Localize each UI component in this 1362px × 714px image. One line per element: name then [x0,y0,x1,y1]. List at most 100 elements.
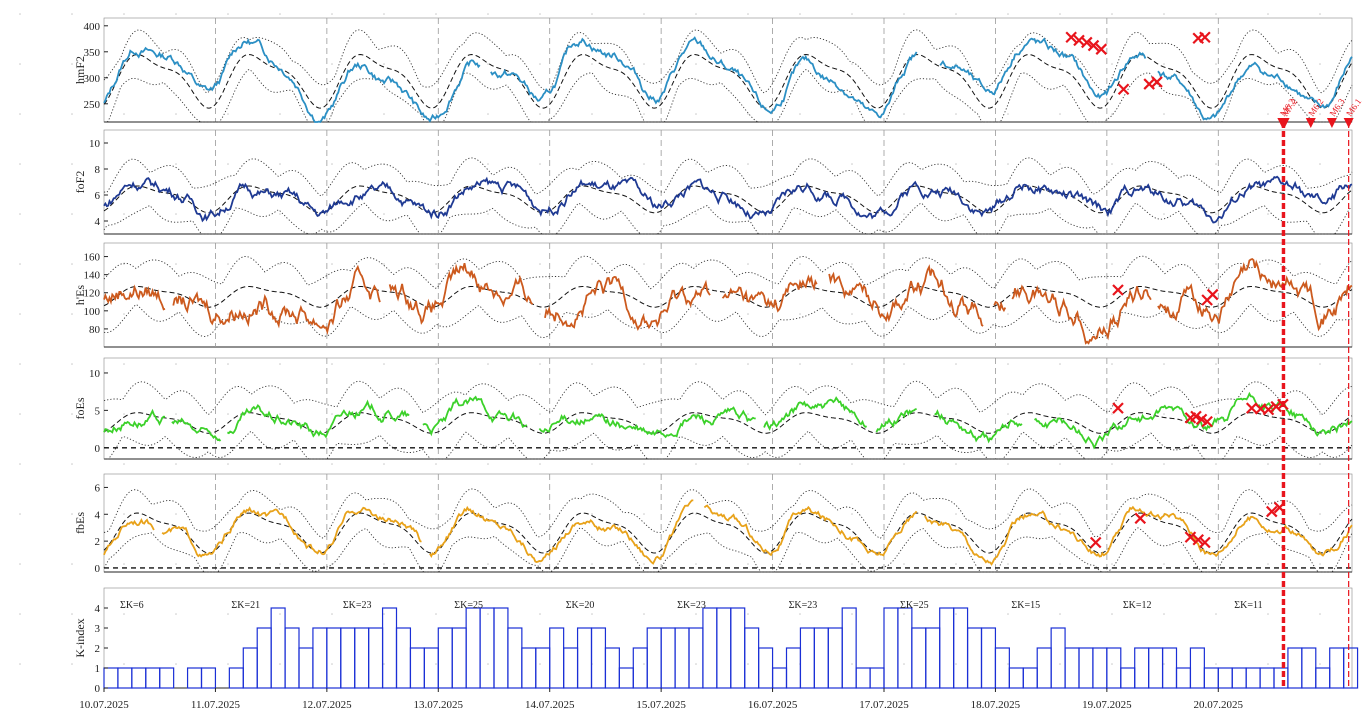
kindex-bar [1301,647,1317,689]
bg-dot [175,13,177,15]
kindex-bar [507,627,523,689]
y-axis-label: hmF2 [73,56,87,84]
kindex-bar [298,647,314,689]
bg-dot [1111,613,1113,615]
bg-dot [851,263,853,265]
bg-dot [331,413,333,415]
y-tick-label: 2 [95,536,101,548]
anomaly-marker-stroke [1184,531,1197,543]
bg-dot [175,613,177,615]
bg-dot [1267,313,1269,315]
anomaly-marker [1265,505,1278,518]
x-tick-label: 11.07.2025 [191,699,241,711]
observed-line [924,505,1353,566]
anomaly-marker [1199,31,1211,44]
bg-dot [539,563,541,565]
anomaly-marker-stroke [1195,413,1208,426]
bg-dot [643,463,645,465]
bg-dot [1163,313,1165,315]
kindex-bar [521,647,537,689]
kindex-bar [340,627,356,689]
bg-dot [591,263,593,265]
bg-dot [643,213,645,215]
bg-dot [851,113,853,115]
kindex-bar [994,647,1010,689]
bg-dot [955,413,957,415]
bg-dot [487,213,489,215]
bg-dot [175,113,177,115]
bg-dot [591,363,593,365]
bg-dot [175,163,177,165]
bg-dot [1215,413,1217,415]
bg-dot [1267,563,1269,565]
kindex-bar [284,627,300,689]
bg-dot [1163,413,1165,415]
bg-dot [851,463,853,465]
panels-layer: 250300350400hmF246810foF280100120140160h… [73,17,1353,575]
bg-dot [1267,363,1269,365]
bg-dot [279,113,281,115]
kindex-bar [813,627,829,689]
bg-dot [591,613,593,615]
bg-dot [123,663,125,665]
bg-dot [747,563,749,565]
anomaly-marker-stroke [1151,76,1163,88]
kindex-bar [604,647,620,689]
bg-dot [1111,413,1113,415]
bg-dot [227,113,229,115]
bg-dot [435,563,437,565]
bg-dot [71,13,73,15]
bg-dot [1111,363,1113,365]
bg-dot [279,13,281,15]
bg-dot [1215,313,1217,315]
kindex-bar [1008,667,1024,689]
bg-dot [1267,63,1269,65]
panel-foF2: 4 6 8 10 foF2 [73,129,1353,235]
kindex-bar [493,607,509,689]
anomaly-marker [1190,410,1202,423]
anomaly-marker-stroke [1270,400,1283,413]
grid-layer [19,13,1321,665]
bg-dot [1059,213,1061,215]
anomaly-marker [1065,31,1077,44]
bg-dot [331,463,333,465]
bg-dot [1111,563,1113,565]
x-tick-label: 17.07.2025 [859,699,909,711]
kindex-bar [1245,667,1261,689]
kindex-daily-sum: ΣK=23 [343,600,372,611]
bg-dot [19,63,21,65]
median-line [103,512,1353,554]
bg-dot [487,63,489,65]
bg-dot [1059,413,1061,415]
anomaly-marker [1151,76,1163,88]
bg-dot [903,363,905,365]
observed-line [993,300,1007,313]
earthquake-label: M6.1 [1344,97,1362,119]
kindex-bar [1203,667,1219,689]
bg-dot [1267,13,1269,15]
bg-dot [123,213,125,215]
kindex-daily-sum: ΣK=15 [1011,600,1040,611]
kindex-bar [1022,667,1038,689]
anomaly-marker [1095,43,1108,55]
kindex-bar [549,627,565,689]
kindex-bar [980,627,997,689]
kindex-bar [716,607,732,689]
y-tick-label: 350 [84,47,101,59]
lower-bound-line [103,303,1353,338]
kindex-bar [1343,647,1359,689]
panel-hmF2: 250 300 350 400 hmF2 [73,17,1353,124]
bg-dot [799,313,801,315]
bg-dot [799,363,801,365]
bg-dot [487,613,489,615]
y-tick-label: 0 [95,563,101,575]
bg-dot [1163,663,1165,665]
kindex-bar [785,647,802,689]
bg-dot [279,563,281,565]
x-tick-label: 19.07.2025 [1082,699,1132,711]
bg-dot [227,563,229,565]
bg-dot [539,363,541,365]
bg-dot [903,463,905,465]
anomaly-marker [1117,83,1130,96]
